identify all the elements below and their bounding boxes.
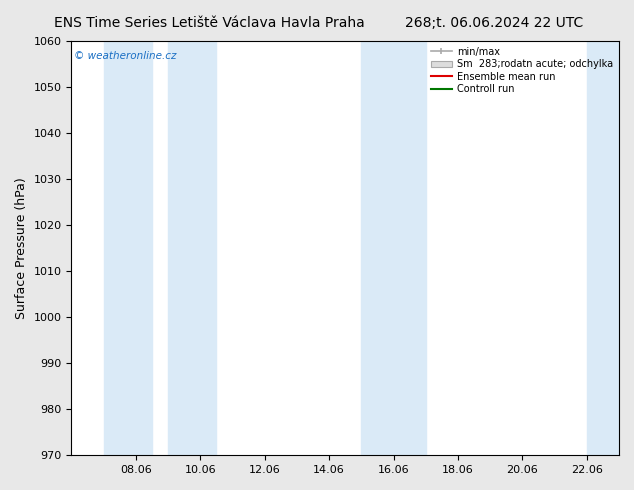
Bar (168, 41, 216, 455)
Text: ENS Time Series Letiště Václava Havla Praha: ENS Time Series Letiště Václava Havla Pr… (54, 16, 365, 30)
Bar (103, 41, 152, 455)
Text: 268;t. 06.06.2024 22 UTC: 268;t. 06.06.2024 22 UTC (405, 16, 584, 30)
Text: © weatheronline.cz: © weatheronline.cz (74, 51, 177, 61)
Legend: min/max, Sm  283;rodatn acute; odchylka, Ensemble mean run, Controll run: min/max, Sm 283;rodatn acute; odchylka, … (427, 43, 617, 98)
Bar (361, 41, 425, 455)
Bar (587, 41, 619, 455)
Y-axis label: Surface Pressure (hPa): Surface Pressure (hPa) (15, 177, 28, 319)
